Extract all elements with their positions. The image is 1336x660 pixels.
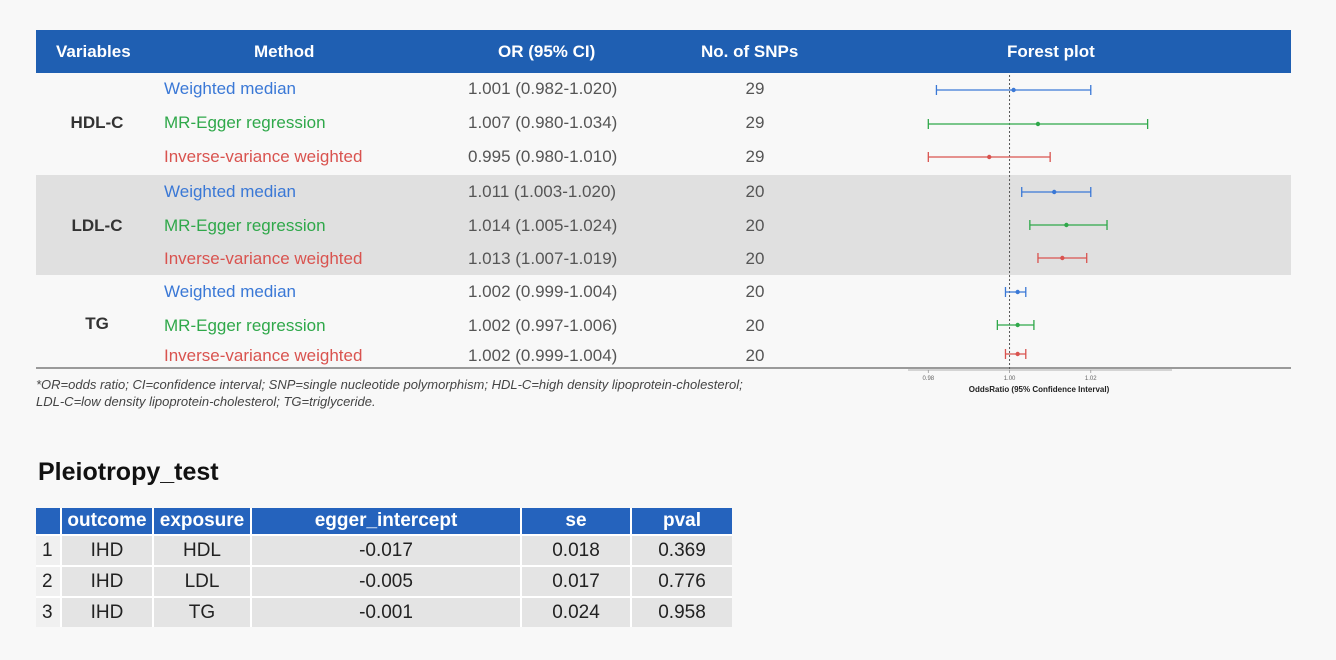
or-cell: 1.002 (0.999-1.004) xyxy=(468,346,618,365)
group-hdl-c: HDL-C Weighted median 1.001 (0.982-1.020) 2… xyxy=(36,73,1291,175)
cell-se: 0.018 xyxy=(521,534,632,566)
cell-outcome: IHD xyxy=(61,565,154,597)
cell-se: 0.024 xyxy=(521,596,632,627)
point-estimate xyxy=(987,154,992,160)
header-se: se xyxy=(521,508,632,535)
point-estimate xyxy=(1015,322,1020,328)
table-bottom-rule xyxy=(36,367,1291,369)
cell-index: 1 xyxy=(36,534,62,566)
header-snps: No. of SNPs xyxy=(701,42,799,61)
method-cell: Weighted median xyxy=(164,282,296,301)
method-cell: Inverse-variance weighted xyxy=(164,249,363,268)
snps-cell: 29 xyxy=(745,147,765,166)
method-cell: Weighted median xyxy=(164,79,296,98)
or-cell: 1.013 (1.007-1.019) xyxy=(468,249,618,268)
snps-cell: 20 xyxy=(745,316,765,335)
or-cell: 0.995 (0.980-1.010) xyxy=(468,147,618,166)
cell-pval: 0.958 xyxy=(631,596,732,627)
cell-egger-intercept: -0.005 xyxy=(251,565,522,597)
cell-pval: 0.369 xyxy=(631,534,732,566)
or-cell: 1.011 (1.003-1.020) xyxy=(468,182,617,201)
header-or: OR (95% CI) xyxy=(498,42,596,61)
cell-egger-intercept: -0.001 xyxy=(251,596,522,627)
header-egger-intercept: egger_intercept xyxy=(251,508,522,535)
or-cell: 1.007 (0.980-1.034) xyxy=(468,113,618,132)
point-estimate xyxy=(1052,189,1057,195)
x-axis-label: OddsRatio (95% Confidence Interval) xyxy=(969,385,1110,394)
snps-cell: 20 xyxy=(745,282,765,301)
cell-egger-intercept: -0.017 xyxy=(251,534,522,566)
snps-cell: 29 xyxy=(745,79,765,98)
cell-pval: 0.776 xyxy=(631,565,732,597)
footnote-line-2: LDL-C=low density lipoprotein-cholestero… xyxy=(36,394,376,409)
method-cell: Weighted median xyxy=(164,182,296,201)
forest-plot: 0.98 1.00 1.02 OddsRatio (95% Confidence In… xyxy=(908,75,1172,394)
or-cell: 1.001 (0.982-1.020) xyxy=(468,79,618,98)
header-method: Method xyxy=(254,42,315,61)
point-estimate xyxy=(1015,351,1020,357)
x-tick-label: 1.02 xyxy=(1085,376,1097,382)
table-row: 2 IHD LDL -0.005 0.017 0.776 xyxy=(36,565,732,597)
method-cell: Inverse-variance weighted xyxy=(164,346,363,365)
snps-cell: 20 xyxy=(745,216,765,235)
header-forest: Forest plot xyxy=(1007,42,1095,61)
or-cell: 1.002 (0.999-1.004) xyxy=(468,282,618,301)
variable-label: TG xyxy=(85,314,109,333)
or-cell: 1.014 (1.005-1.024) xyxy=(468,216,618,235)
cell-exposure: TG xyxy=(153,596,252,627)
method-cell: MR-Egger regression xyxy=(164,113,326,132)
header-outcome: outcome xyxy=(61,508,154,535)
cell-index: 2 xyxy=(36,565,62,597)
point-estimate xyxy=(1060,255,1065,261)
snps-cell: 20 xyxy=(745,249,765,268)
x-tick-label: 0.98 xyxy=(922,376,934,382)
cell-exposure: LDL xyxy=(153,565,252,597)
variable-label: HDL-C xyxy=(70,113,124,132)
or-cell: 1.002 (0.997-1.006) xyxy=(468,316,618,335)
header-exposure: exposure xyxy=(153,508,252,535)
header-variables: Variables xyxy=(56,42,131,61)
point-estimate xyxy=(1064,222,1069,228)
table-row: 1 IHD HDL -0.017 0.018 0.369 xyxy=(36,534,732,566)
cell-se: 0.017 xyxy=(521,565,632,597)
snps-cell: 20 xyxy=(745,346,765,365)
method-cell: MR-Egger regression xyxy=(164,216,326,235)
pleiotropy-header-row: outcome exposure egger_intercept se pval xyxy=(36,508,732,535)
footnote: *OR=odds ratio; CI=confidence interval; … xyxy=(36,376,906,410)
header-index xyxy=(36,508,62,535)
footnote-line-1: *OR=odds ratio; CI=confidence interval; … xyxy=(36,377,743,392)
group-tg: TG Weighted median 1.002 (0.999-1.004) 20 MR… xyxy=(36,275,1291,370)
point-estimate xyxy=(1011,87,1016,93)
cell-exposure: HDL xyxy=(153,534,252,566)
method-cell: MR-Egger regression xyxy=(164,316,326,335)
pleiotropy-table: outcome exposure egger_intercept se pval 1 IH… xyxy=(36,508,732,627)
snps-cell: 20 xyxy=(745,182,765,201)
pleiotropy-body: 1 IHD HDL -0.017 0.018 0.369 2 IHD LDL -0.005 0.01… xyxy=(36,534,732,627)
table-row: 3 IHD TG -0.001 0.024 0.958 xyxy=(36,596,732,627)
cell-index: 3 xyxy=(36,596,62,627)
header-pval: pval xyxy=(631,508,732,535)
cell-outcome: IHD xyxy=(61,534,154,566)
results-table-header: Variables Method OR (95% CI) No. of SNPs… xyxy=(36,30,1291,73)
cell-outcome: IHD xyxy=(61,596,154,627)
point-estimate xyxy=(1035,121,1041,127)
variable-label: LDL-C xyxy=(71,216,123,235)
snps-cell: 29 xyxy=(745,113,765,132)
x-tick-label: 1.00 xyxy=(1004,376,1016,382)
pleiotropy-title: Pleiotropy_test xyxy=(38,458,219,486)
method-cell: Inverse-variance weighted xyxy=(164,147,363,166)
point-estimate xyxy=(1015,289,1020,295)
